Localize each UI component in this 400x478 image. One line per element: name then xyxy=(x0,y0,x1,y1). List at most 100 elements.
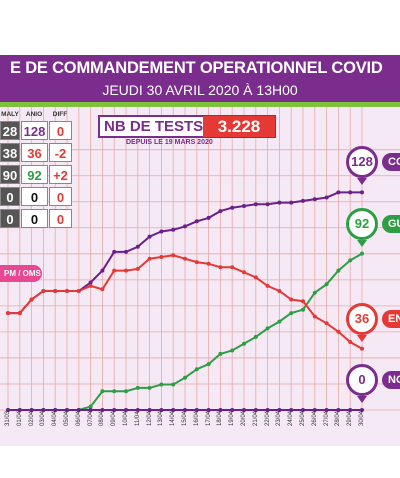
data-point-en_traitement xyxy=(124,268,128,273)
data-point-cas xyxy=(348,190,353,195)
data-point-cas xyxy=(360,190,364,195)
x-tick-label: 29/04 xyxy=(347,410,354,426)
data-point-en_traitement xyxy=(100,287,105,292)
data-point-en_traitement xyxy=(88,283,93,288)
x-tick-label: 19/04 xyxy=(229,410,236,426)
data-point-gueris xyxy=(348,258,353,263)
data-point-en_traitement xyxy=(206,261,211,266)
data-point-en_traitement xyxy=(147,256,152,261)
data-point-cas xyxy=(100,268,105,273)
series-badge-cas: CO xyxy=(382,153,400,172)
data-point-cas xyxy=(112,249,117,254)
data-point-en_traitement xyxy=(218,265,223,270)
data-point-cas xyxy=(135,244,140,249)
data-point-deces xyxy=(206,408,211,412)
data-point-gueris xyxy=(112,389,117,394)
data-point-en_traitement xyxy=(253,275,258,280)
tests-label: NB DE TESTS: xyxy=(104,118,209,135)
table-header-today: ANIO xyxy=(25,111,43,118)
data-point-en_traitement xyxy=(183,256,187,261)
x-tick-label: 26/04 xyxy=(311,410,318,426)
x-tick-label: 02/04 xyxy=(28,410,35,426)
data-point-cas xyxy=(88,280,93,285)
data-point-en_traitement xyxy=(65,289,69,293)
x-tick-label: 08/04 xyxy=(99,410,106,426)
data-point-deces xyxy=(360,408,364,412)
table-cell-today: 36 xyxy=(21,143,48,162)
end-value-bubble-deces: 0 xyxy=(346,364,378,396)
data-point-en_traitement xyxy=(348,340,353,344)
data-point-en_traitement xyxy=(29,297,34,302)
data-point-en_traitement xyxy=(312,314,317,319)
data-point-en_traitement xyxy=(76,289,81,293)
data-point-en_traitement xyxy=(171,253,176,258)
data-point-gueris xyxy=(159,382,164,387)
header-bar: E DE COMMANDEMENT OPERATIONNEL COVID JEU… xyxy=(0,55,400,107)
data-point-cas xyxy=(159,229,164,234)
data-point-deces xyxy=(147,408,152,412)
data-point-cas xyxy=(301,198,305,203)
x-tick-label: 12/04 xyxy=(146,410,153,426)
x-tick-label: 04/04 xyxy=(52,410,59,426)
data-point-deces xyxy=(112,408,117,412)
data-point-deces xyxy=(29,408,34,412)
data-point-en_traitement xyxy=(159,255,164,259)
data-point-cas xyxy=(218,209,223,214)
tests-value: 3.228 xyxy=(203,116,275,137)
data-point-deces xyxy=(159,408,164,412)
x-tick-label: 25/04 xyxy=(300,410,306,426)
x-tick-label: 10/04 xyxy=(123,410,129,426)
x-tick-label: 28/04 xyxy=(335,410,342,426)
data-point-gueris xyxy=(324,282,329,287)
data-point-deces xyxy=(124,408,128,412)
data-point-gueris xyxy=(277,319,282,324)
data-point-cas xyxy=(206,215,211,220)
table-cell-diff: 0 xyxy=(49,121,72,140)
data-point-cas xyxy=(230,205,235,210)
table-cell-diff: +2 xyxy=(49,165,72,184)
data-point-deces xyxy=(135,408,140,412)
data-point-gueris xyxy=(183,375,187,380)
data-point-en_traitement xyxy=(360,346,364,351)
data-point-gueris xyxy=(218,351,223,356)
data-point-gueris xyxy=(301,307,305,312)
data-point-deces xyxy=(183,408,187,412)
end-value-bubble-gueris: 92 xyxy=(346,207,378,240)
page-title: E DE COMMANDEMENT OPERATIONNEL COVID xyxy=(10,59,383,77)
table-cell-today: 92 xyxy=(21,165,48,184)
data-point-cas xyxy=(194,219,199,224)
header-accent-bar xyxy=(0,102,400,107)
data-point-gueris xyxy=(206,362,211,367)
data-point-deces xyxy=(65,408,69,412)
source-label: PM / OMS xyxy=(0,265,42,282)
data-point-gueris xyxy=(253,334,258,339)
x-tick-label: 03/04 xyxy=(40,410,47,426)
data-point-deces xyxy=(242,408,246,412)
x-tick-label: 31/03 xyxy=(5,410,11,426)
data-point-gueris xyxy=(265,326,270,331)
table-cell-prev: 90 xyxy=(0,165,20,184)
bubble-pointer xyxy=(357,178,367,186)
x-tick-label: 16/04 xyxy=(193,410,200,426)
data-point-en_traitement xyxy=(17,311,22,316)
data-point-cas xyxy=(324,195,329,200)
data-point-deces xyxy=(17,408,22,412)
data-point-gueris xyxy=(360,251,364,256)
end-value-bubble-en_traitement: 36 xyxy=(346,302,378,335)
x-tick-label: 01/04 xyxy=(16,410,23,426)
data-point-deces xyxy=(301,408,305,412)
x-tick-label: 11/04 xyxy=(134,411,141,426)
x-tick-label: 22/04 xyxy=(264,410,271,426)
tests-since: DEPUIS LE 19 MARS 2020 xyxy=(126,139,213,146)
table-cell-diff: 0 xyxy=(49,209,72,228)
chart-points xyxy=(6,190,364,412)
data-point-en_traitement xyxy=(289,297,294,302)
data-point-cas xyxy=(289,200,294,205)
table-cell-prev: 28 xyxy=(0,121,20,140)
data-point-gueris xyxy=(135,385,140,390)
data-point-gueris xyxy=(194,367,199,372)
data-point-en_traitement xyxy=(277,289,282,293)
data-point-en_traitement xyxy=(53,289,58,293)
x-tick-label: 17/04 xyxy=(205,410,212,426)
data-point-deces xyxy=(312,408,317,412)
